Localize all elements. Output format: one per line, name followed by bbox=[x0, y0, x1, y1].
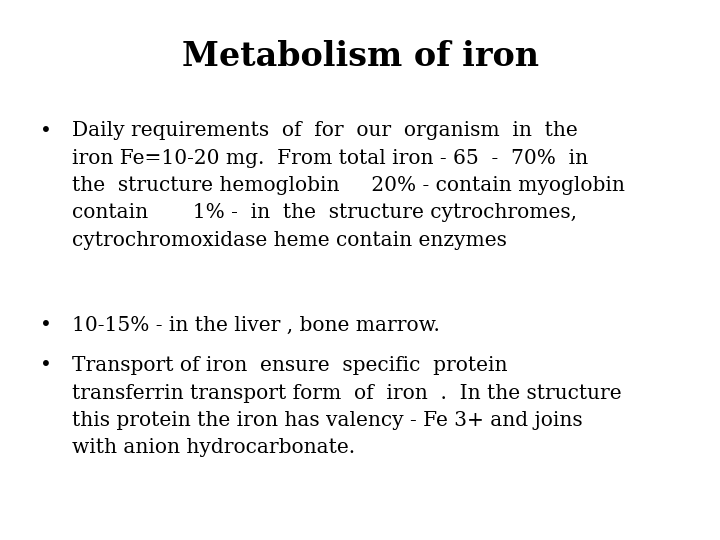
Text: Daily requirements  of  for  our  organism  in  the
iron Fe=10-20 mg.  From tota: Daily requirements of for our organism i… bbox=[72, 122, 625, 249]
Text: •: • bbox=[40, 356, 51, 375]
Text: Transport of iron  ensure  specific  protein
transferrin transport form  of  iro: Transport of iron ensure specific protei… bbox=[72, 356, 621, 457]
Text: •: • bbox=[40, 316, 51, 335]
Text: Metabolism of iron: Metabolism of iron bbox=[181, 40, 539, 73]
Text: 10-15% - in the liver , bone marrow.: 10-15% - in the liver , bone marrow. bbox=[72, 316, 440, 335]
Text: •: • bbox=[40, 122, 51, 140]
